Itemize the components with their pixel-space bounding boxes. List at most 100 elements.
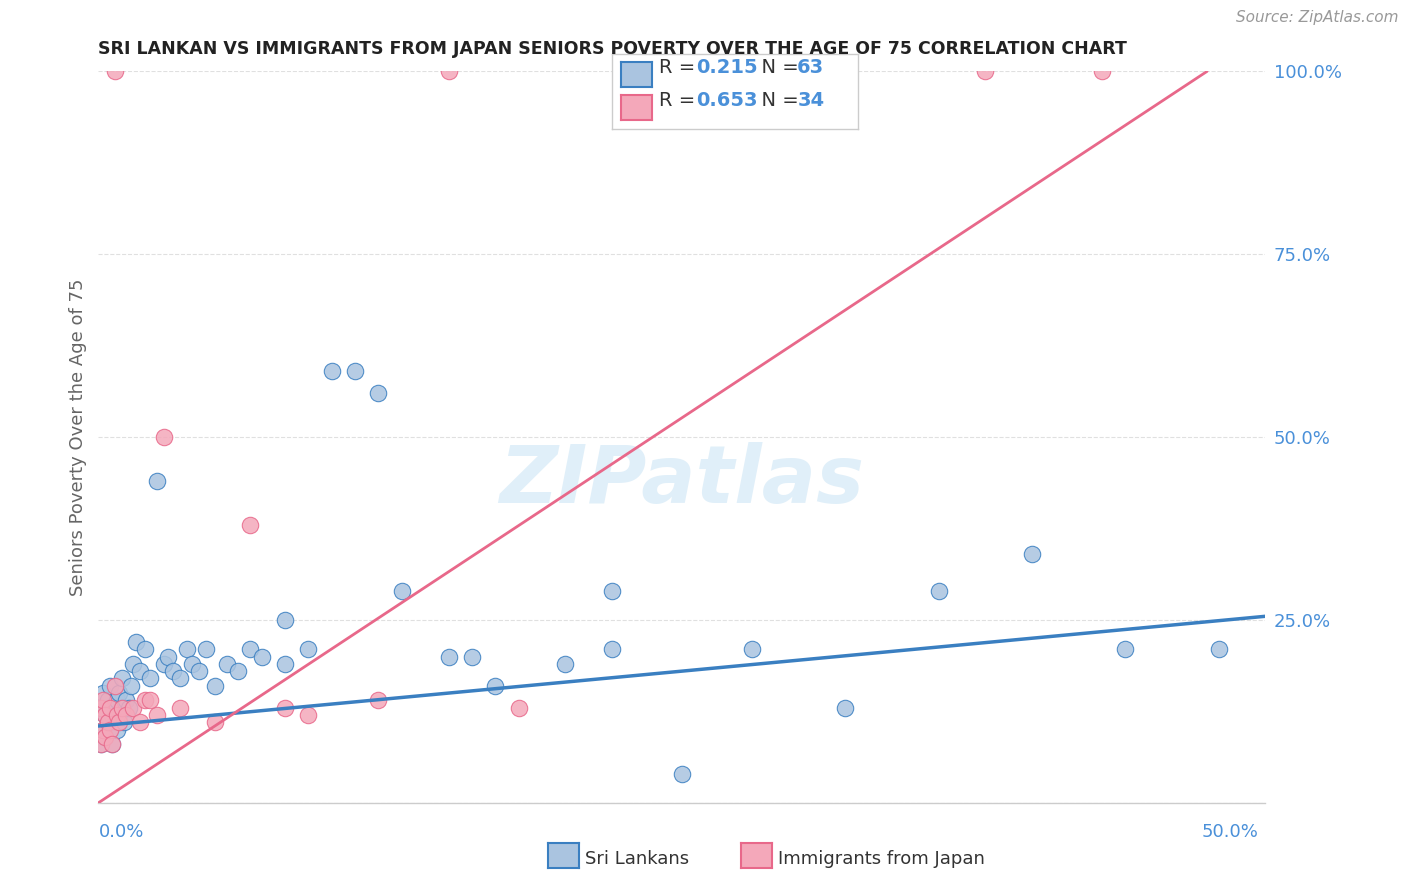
Point: [741, 642, 763, 657]
Point: [94, 730, 117, 744]
Point: [437, 64, 460, 78]
Text: N =: N =: [749, 58, 806, 77]
Point: [98, 723, 121, 737]
Point: [391, 583, 413, 598]
Point: [671, 64, 693, 78]
Point: [274, 613, 297, 627]
Point: [180, 657, 202, 671]
Text: N =: N =: [749, 91, 806, 110]
Text: 50.0%: 50.0%: [1202, 822, 1258, 840]
Point: [146, 708, 169, 723]
Point: [508, 700, 530, 714]
Point: [274, 700, 297, 714]
Point: [111, 700, 134, 714]
Point: [94, 708, 117, 723]
Point: [105, 708, 128, 723]
Point: [91, 693, 114, 707]
Point: [111, 700, 134, 714]
Point: [274, 657, 297, 671]
Point: [321, 364, 343, 378]
Point: [152, 430, 174, 444]
Point: [120, 679, 142, 693]
Point: [94, 730, 117, 744]
Point: [98, 723, 121, 737]
Point: [239, 642, 262, 657]
Point: [108, 686, 131, 700]
Point: [344, 364, 367, 378]
Text: Sri Lankans: Sri Lankans: [585, 850, 689, 868]
Y-axis label: Seniors Poverty Over the Age of 75: Seniors Poverty Over the Age of 75: [69, 278, 87, 596]
Point: [90, 700, 112, 714]
Point: [122, 700, 145, 714]
Point: [250, 649, 273, 664]
Point: [90, 737, 112, 751]
Point: [600, 642, 623, 657]
Point: [437, 649, 460, 664]
Point: [115, 708, 138, 723]
Point: [101, 708, 124, 723]
Point: [297, 708, 319, 723]
Point: [834, 64, 856, 78]
Point: [176, 642, 198, 657]
Point: [118, 700, 141, 714]
Text: 0.0%: 0.0%: [98, 822, 143, 840]
Point: [484, 679, 506, 693]
Point: [101, 737, 124, 751]
Point: [367, 693, 389, 707]
Point: [204, 679, 226, 693]
Point: [104, 700, 127, 714]
Point: [125, 635, 148, 649]
Point: [554, 657, 576, 671]
Point: [1021, 547, 1043, 561]
Point: [108, 715, 131, 730]
Point: [91, 723, 114, 737]
Text: 0.215: 0.215: [696, 58, 758, 77]
Point: [112, 715, 135, 730]
Point: [461, 649, 484, 664]
Point: [169, 672, 191, 686]
Point: [215, 657, 238, 671]
Text: Immigrants from Japan: Immigrants from Japan: [778, 850, 984, 868]
Point: [91, 686, 114, 700]
Point: [104, 715, 127, 730]
Point: [834, 700, 856, 714]
Point: [94, 708, 117, 723]
Point: [134, 642, 156, 657]
Point: [297, 642, 319, 657]
Text: 0.653: 0.653: [696, 91, 758, 110]
Point: [157, 649, 180, 664]
Point: [98, 700, 121, 714]
Text: Source: ZipAtlas.com: Source: ZipAtlas.com: [1236, 11, 1399, 25]
Point: [600, 583, 623, 598]
Point: [115, 693, 138, 707]
Point: [139, 693, 162, 707]
Point: [111, 672, 134, 686]
Point: [129, 664, 152, 678]
Point: [204, 715, 226, 730]
Point: [97, 715, 120, 730]
Point: [104, 679, 127, 693]
Point: [671, 766, 693, 780]
Point: [1091, 64, 1114, 78]
Point: [108, 708, 131, 723]
Point: [152, 657, 174, 671]
Point: [105, 693, 128, 707]
Point: [1208, 642, 1230, 657]
Point: [101, 737, 124, 751]
Point: [974, 64, 997, 78]
Point: [228, 664, 250, 678]
Point: [90, 737, 112, 751]
Point: [90, 700, 112, 714]
Point: [139, 672, 162, 686]
Point: [122, 657, 145, 671]
Point: [97, 693, 120, 707]
Point: [129, 715, 152, 730]
Text: R =: R =: [659, 58, 702, 77]
Point: [367, 386, 389, 401]
Point: [104, 64, 127, 78]
Point: [98, 679, 121, 693]
Point: [194, 642, 217, 657]
Point: [146, 474, 169, 488]
Point: [134, 693, 156, 707]
Point: [239, 517, 262, 532]
